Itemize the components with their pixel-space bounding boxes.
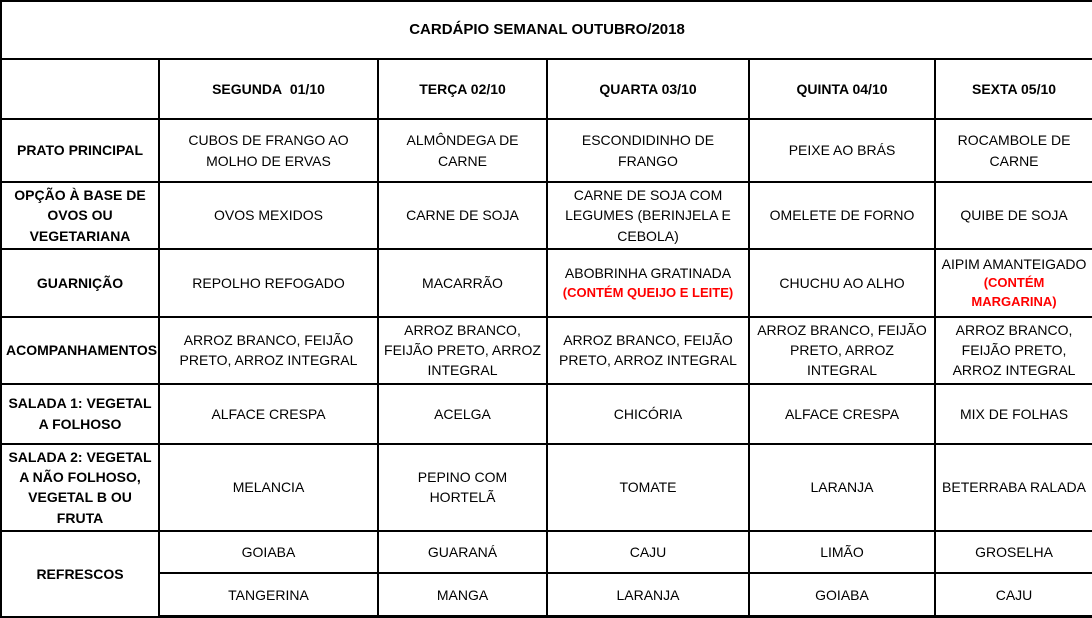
menu-cell: BETERRABA RALADA — [933, 442, 1092, 532]
menu-cell: ARROZ BRANCO, FEIJÃO PRETO, ARROZ INTEGR… — [158, 315, 379, 385]
menu-cell: CHUCHU AO ALHO — [748, 247, 936, 318]
menu-cell: ARROZ BRANCO, FEIJÃO PRETO, ARROZ INTEGR… — [933, 315, 1092, 385]
menu-cell: ACELGA — [377, 382, 548, 445]
menu-cell: GOIABA — [748, 571, 936, 618]
menu-cell: MACARRÃO — [377, 247, 548, 318]
menu-cell: PEPINO COM HORTELÃ — [377, 442, 548, 532]
day-header-quarta: QUARTA 03/10 — [546, 58, 750, 120]
day-header-sexta: SEXTA 05/10 — [933, 58, 1092, 120]
row-label-salada-1: SALADA 1: VEGETAL A FOLHOSO — [0, 382, 160, 445]
menu-cell: ALFACE CRESPA — [748, 382, 936, 445]
menu-cell: CARNE DE SOJA COM LEGUMES (BERINJELA E C… — [546, 181, 750, 250]
menu-cell: MELANCIA — [158, 442, 379, 532]
menu-cell: PEIXE AO BRÁS — [748, 118, 936, 183]
row-refrescos-1: REFRESCOS GOIABA GUARANÁ CAJU LIMÃO GROS… — [0, 529, 1092, 618]
menu-cell: REPOLHO REFOGADO — [158, 247, 379, 318]
row-label-salada-2: SALADA 2: VEGETAL A NÃO FOLHOSO, VEGETAL… — [0, 442, 160, 532]
menu-cell: GOIABA — [158, 529, 379, 574]
menu-cell: ARROZ BRANCO, FEIJÃO PRETO, ARROZ INTEGR… — [377, 315, 548, 385]
menu-cell: MANGA — [377, 571, 548, 618]
row-salada-2: SALADA 2: VEGETAL A NÃO FOLHOSO, VEGETAL… — [0, 442, 1092, 532]
row-acompanhamentos: ACOMPANHAMENTOS ARROZ BRANCO, FEIJÃO PRE… — [0, 315, 1092, 385]
menu-cell: ARROZ BRANCO, FEIJÃO PRETO, ARROZ INTEGR… — [748, 315, 936, 385]
row-label-guarnicao: GUARNIÇÃO — [0, 247, 160, 318]
day-header-terca: TERÇA 02/10 — [377, 58, 548, 120]
row-opcao-vegetariana: OPÇÃO À BASE DE OVOS OU VEGETARIANA OVOS… — [0, 181, 1092, 250]
menu-cell-text: AIPIM AMANTEIGADO — [941, 255, 1087, 272]
row-label-opcao-vegetariana: OPÇÃO À BASE DE OVOS OU VEGETARIANA — [0, 181, 160, 250]
menu-cell: CHICÓRIA — [546, 382, 750, 445]
row-prato-principal: PRATO PRINCIPAL CUBOS DE FRANGO AO MOLHO… — [0, 118, 1092, 183]
menu-cell: LARANJA — [748, 442, 936, 532]
menu-cell: AIPIM AMANTEIGADO (CONTÉM MARGARINA) — [933, 247, 1092, 318]
corner-cell — [0, 58, 160, 120]
menu-cell: LARANJA — [546, 571, 750, 618]
menu-cell: ALMÔNDEGA DE CARNE — [377, 118, 548, 183]
row-label-acompanhamentos: ACOMPANHAMENTOS — [0, 315, 160, 385]
menu-cell: CUBOS DE FRANGO AO MOLHO DE ERVAS — [158, 118, 379, 183]
row-label-prato-principal: PRATO PRINCIPAL — [0, 118, 160, 183]
allergen-note: (CONTÉM MARGARINA) — [971, 275, 1057, 310]
menu-cell: ABOBRINHA GRATINADA (CONTÉM QUEIJO E LEI… — [546, 247, 750, 318]
row-salada-1: SALADA 1: VEGETAL A FOLHOSO ALFACE CRESP… — [0, 382, 1092, 445]
menu-cell-text: ABOBRINHA GRATINADA — [564, 265, 732, 282]
menu-cell: OMELETE DE FORNO — [748, 181, 936, 250]
day-header-quinta: QUINTA 04/10 — [748, 58, 936, 120]
menu-cell: OVOS MEXIDOS — [158, 181, 379, 250]
day-header-segunda: SEGUNDA 01/10 — [158, 58, 379, 120]
menu-cell: GROSELHA — [933, 529, 1092, 574]
menu-cell: TANGERINA — [158, 571, 379, 618]
menu-cell: CAJU — [546, 529, 750, 574]
allergen-note: (CONTÉM QUEIJO E LEITE) — [562, 284, 734, 300]
menu-cell: LIMÃO — [748, 529, 936, 574]
menu-cell: ARROZ BRANCO, FEIJÃO PRETO, ARROZ INTEGR… — [546, 315, 750, 385]
title-row: CARDÁPIO SEMANAL OUTUBRO/2018 — [0, 0, 1092, 60]
menu-cell: CAJU — [933, 571, 1092, 618]
row-guarnicao: GUARNIÇÃO REPOLHO REFOGADO MACARRÃO ABOB… — [0, 247, 1092, 318]
menu-cell: ESCONDIDINHO DE FRANGO — [546, 118, 750, 183]
menu-cell: TOMATE — [546, 442, 750, 532]
row-refrescos-2: TANGERINA MANGA LARANJA GOIABA CAJU — [1, 571, 1092, 618]
menu-cell: GUARANÁ — [377, 529, 548, 574]
row-label-refrescos: REFRESCOS — [0, 529, 160, 618]
page-title: CARDÁPIO SEMANAL OUTUBRO/2018 — [0, 0, 1092, 60]
menu-cell: ALFACE CRESPA — [158, 382, 379, 445]
menu-cell: QUIBE DE SOJA — [933, 181, 1092, 250]
header-row: SEGUNDA 01/10 TERÇA 02/10 QUARTA 03/10 Q… — [0, 58, 1092, 120]
menu-cell: MIX DE FOLHAS — [933, 382, 1092, 445]
menu-cell: CARNE DE SOJA — [377, 181, 548, 250]
menu-cell: ROCAMBOLE DE CARNE — [933, 118, 1092, 183]
